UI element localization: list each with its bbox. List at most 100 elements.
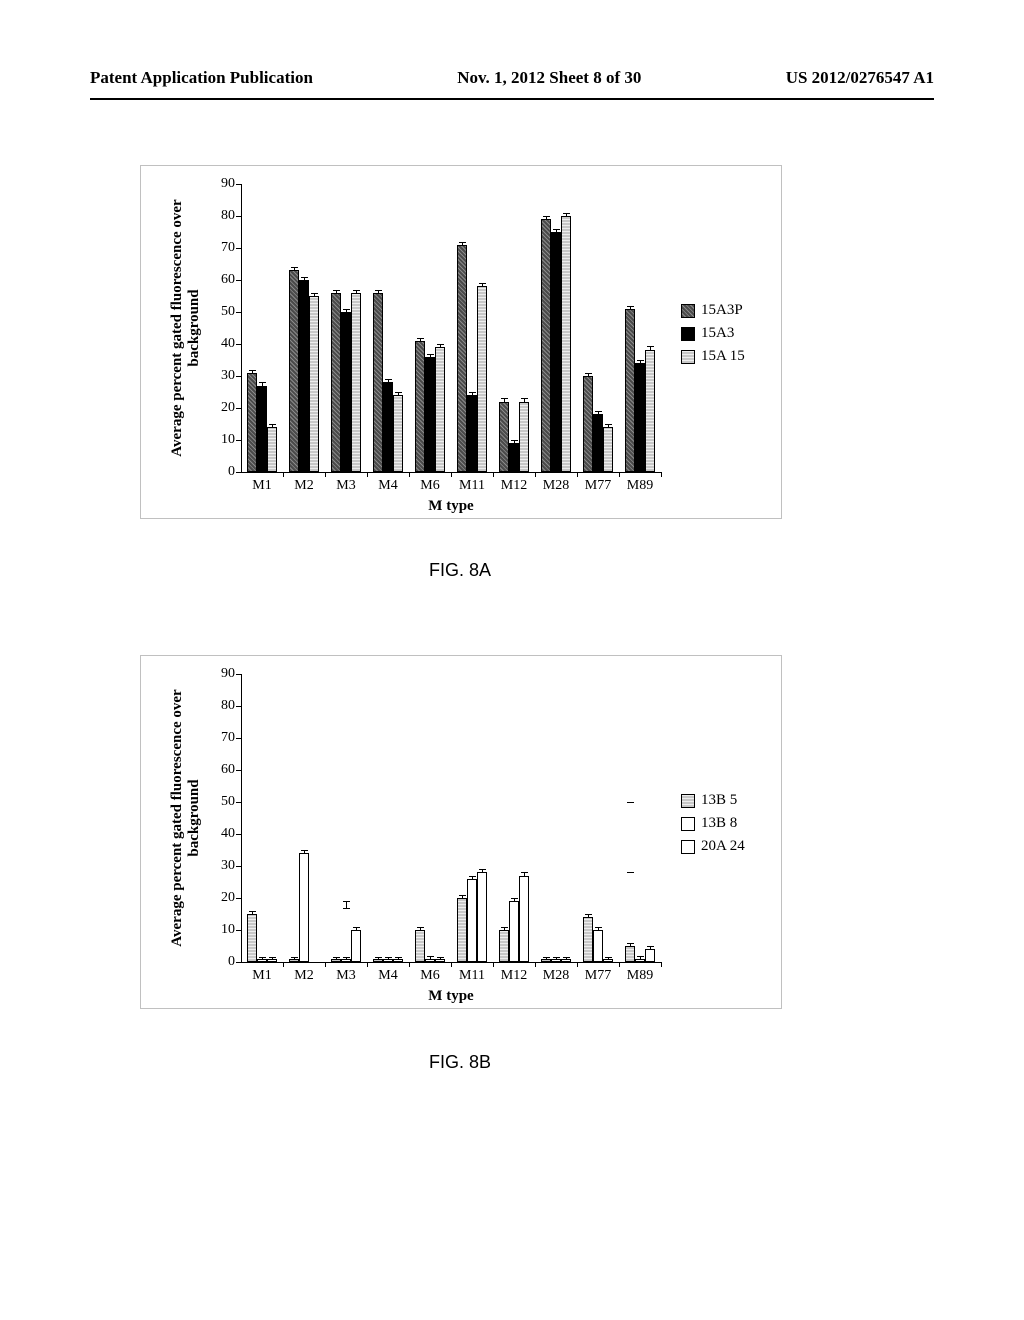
error-cap xyxy=(311,293,318,294)
header-rule xyxy=(90,98,934,100)
x-category-label: M2 xyxy=(294,968,313,984)
error-cap xyxy=(511,440,518,441)
bar xyxy=(467,395,477,472)
y-tick-label: 0 xyxy=(207,464,235,480)
y-tick xyxy=(236,802,241,803)
error-cap xyxy=(417,927,424,928)
error-cap xyxy=(395,392,402,393)
error-cap xyxy=(249,911,256,912)
x-category-label: M6 xyxy=(420,478,439,494)
y-tick xyxy=(236,770,241,771)
x-category-label: M28 xyxy=(543,968,569,984)
stray-mark-cap xyxy=(343,908,350,909)
bar xyxy=(541,219,551,472)
error-cap xyxy=(469,392,476,393)
legend-label: 15A3 xyxy=(701,325,734,342)
error-cap xyxy=(563,957,570,958)
y-tick-label: 30 xyxy=(207,858,235,874)
bar xyxy=(593,930,603,962)
bar xyxy=(583,376,593,472)
error-cap xyxy=(427,956,434,957)
x-category-label: M2 xyxy=(294,478,313,494)
legend-swatch xyxy=(681,817,695,831)
y-tick-label: 0 xyxy=(207,954,235,970)
bar xyxy=(299,853,309,962)
bar xyxy=(603,427,613,472)
bar xyxy=(247,914,257,962)
bar xyxy=(477,872,487,962)
error-cap xyxy=(605,957,612,958)
bar xyxy=(299,280,309,472)
y-tick xyxy=(236,280,241,281)
error-cap xyxy=(291,267,298,268)
x-category-label: M3 xyxy=(336,968,355,984)
y-tick-label: 90 xyxy=(207,666,235,682)
y-tick xyxy=(236,248,241,249)
x-tick xyxy=(577,962,578,967)
x-category-label: M77 xyxy=(585,478,611,494)
x-tick xyxy=(661,472,662,477)
error-cap xyxy=(269,957,276,958)
error-cap xyxy=(249,370,256,371)
legend-item: 20A 24 xyxy=(681,838,745,855)
bar xyxy=(645,350,655,472)
legend-swatch xyxy=(681,794,695,808)
y-tick-label: 50 xyxy=(207,304,235,320)
error-cap xyxy=(291,957,298,958)
x-category-label: M1 xyxy=(252,968,271,984)
legend-label: 20A 24 xyxy=(701,838,745,855)
error-cap xyxy=(259,957,266,958)
error-cap xyxy=(427,354,434,355)
error-cap xyxy=(343,309,350,310)
x-tick xyxy=(577,472,578,477)
bar xyxy=(635,363,645,472)
y-tick xyxy=(236,472,241,473)
x-category-label: M12 xyxy=(501,478,527,494)
stray-mark xyxy=(627,872,634,873)
legend-item: 13B 5 xyxy=(681,792,745,809)
error-cap xyxy=(637,360,644,361)
bar xyxy=(561,959,571,962)
bar xyxy=(341,959,351,962)
bar xyxy=(593,414,603,472)
bar xyxy=(625,946,635,962)
error-cap xyxy=(585,914,592,915)
x-tick xyxy=(409,962,410,967)
error-cap xyxy=(479,283,486,284)
legend-swatch xyxy=(681,327,695,341)
legend-label: 15A 15 xyxy=(701,348,745,365)
error-cap xyxy=(301,850,308,851)
legend-label: 13B 8 xyxy=(701,815,737,832)
bar xyxy=(289,270,299,472)
error-cap xyxy=(543,957,550,958)
bar xyxy=(373,293,383,472)
y-tick-label: 60 xyxy=(207,272,235,288)
page-header: Patent Application Publication Nov. 1, 2… xyxy=(0,68,1024,88)
caption-8a: FIG. 8A xyxy=(140,560,780,581)
bar xyxy=(551,959,561,962)
error-cap xyxy=(301,277,308,278)
x-tick xyxy=(283,962,284,967)
stray-mark xyxy=(627,802,634,803)
bar xyxy=(457,245,467,472)
bar xyxy=(499,930,509,962)
x-tick xyxy=(451,472,452,477)
y-tick xyxy=(236,376,241,377)
error-cap xyxy=(647,946,654,947)
x-tick xyxy=(409,472,410,477)
bar xyxy=(351,293,361,472)
y-tick xyxy=(236,898,241,899)
header-right: US 2012/0276547 A1 xyxy=(786,68,934,88)
legend-item: 15A3 xyxy=(681,325,745,342)
bar xyxy=(331,959,341,962)
x-category-label: M77 xyxy=(585,968,611,984)
y-tick xyxy=(236,440,241,441)
error-cap xyxy=(469,876,476,877)
y-tick xyxy=(236,344,241,345)
error-cap xyxy=(553,957,560,958)
error-cap xyxy=(343,957,350,958)
bar xyxy=(247,373,257,472)
error-cap xyxy=(521,398,528,399)
legend: 13B 5 13B 8 20A 24 xyxy=(681,786,745,861)
error-cap xyxy=(595,411,602,412)
